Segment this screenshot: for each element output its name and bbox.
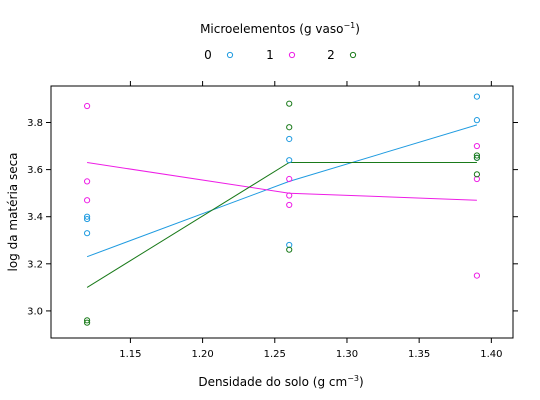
legend-title-prefix: Microelementos (g vaso	[200, 22, 343, 36]
point-series-1	[473, 272, 481, 279]
x-axis-title-main: Densidade do solo (g cm	[198, 375, 347, 389]
legend-marker-1	[288, 51, 296, 59]
point-series-2	[286, 246, 293, 253]
legend-entries: 0 1 2	[204, 48, 357, 62]
point-series-1	[286, 192, 293, 199]
y-tick-label: 3.6	[27, 165, 43, 176]
point-series-2	[83, 319, 91, 326]
point-series-2	[286, 124, 293, 131]
axis-tick-labels: 1.15 1.20 1.25 1.30 1.35 1.40 3.0 3.2 3.4 3.6 3.8	[27, 118, 502, 360]
plot-panel	[50, 85, 514, 339]
point-series-1	[83, 197, 91, 204]
legend-label-0: 0	[204, 48, 212, 62]
point-series-1	[83, 178, 91, 185]
point-series-0	[286, 135, 293, 143]
point-series-2	[473, 171, 481, 178]
legend-title-sup: −1	[343, 21, 355, 30]
legend-marker-0	[226, 51, 234, 59]
legend: Microelementos (g vaso−1) 0 1 2	[200, 21, 360, 62]
x-axis-title-sup: −3	[347, 374, 359, 383]
point-series-1	[286, 175, 293, 183]
x-axis-title: Densidade do solo (g cm−3)	[198, 374, 363, 389]
point-series-2	[473, 154, 481, 161]
legend-label-2: 2	[327, 48, 335, 62]
point-series-0	[83, 230, 91, 237]
y-tick-label: 3.4	[27, 212, 43, 223]
point-series-2	[473, 152, 481, 159]
x-tick-label: 1.30	[336, 349, 358, 360]
x-tick-label: 1.20	[191, 349, 213, 360]
point-series-2	[83, 317, 91, 324]
x-tick-label: 1.15	[119, 349, 141, 360]
x-tick-label: 1.25	[264, 349, 286, 360]
data-points	[83, 93, 481, 326]
point-series-1	[286, 201, 293, 209]
point-series-0	[83, 215, 91, 223]
y-tick-label: 3.2	[27, 259, 43, 270]
point-series-1	[473, 142, 481, 150]
legend-marker-2	[349, 51, 357, 59]
point-series-1	[83, 102, 91, 110]
point-series-2	[286, 100, 293, 107]
x-tick-label: 1.40	[480, 349, 502, 360]
x-axis-title-end: )	[359, 375, 364, 389]
point-series-0	[473, 117, 481, 124]
point-series-0	[473, 93, 481, 100]
legend-label-1: 1	[266, 48, 274, 62]
point-series-0	[286, 157, 293, 164]
y-tick-label: 3.0	[27, 306, 43, 317]
legend-title: Microelementos (g vaso−1)	[200, 21, 360, 36]
point-series-0	[83, 213, 91, 220]
x-tick-label: 1.35	[408, 349, 430, 360]
axis-ticks	[46, 81, 518, 343]
y-axis-title: log da matéria seca	[6, 152, 20, 271]
y-tick-label: 3.8	[27, 118, 43, 129]
legend-title-suffix: )	[355, 22, 360, 36]
